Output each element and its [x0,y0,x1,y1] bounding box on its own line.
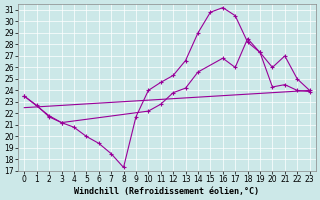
X-axis label: Windchill (Refroidissement éolien,°C): Windchill (Refroidissement éolien,°C) [75,187,260,196]
